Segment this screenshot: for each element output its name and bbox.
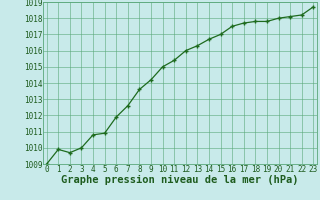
X-axis label: Graphe pression niveau de la mer (hPa): Graphe pression niveau de la mer (hPa) (61, 175, 299, 185)
